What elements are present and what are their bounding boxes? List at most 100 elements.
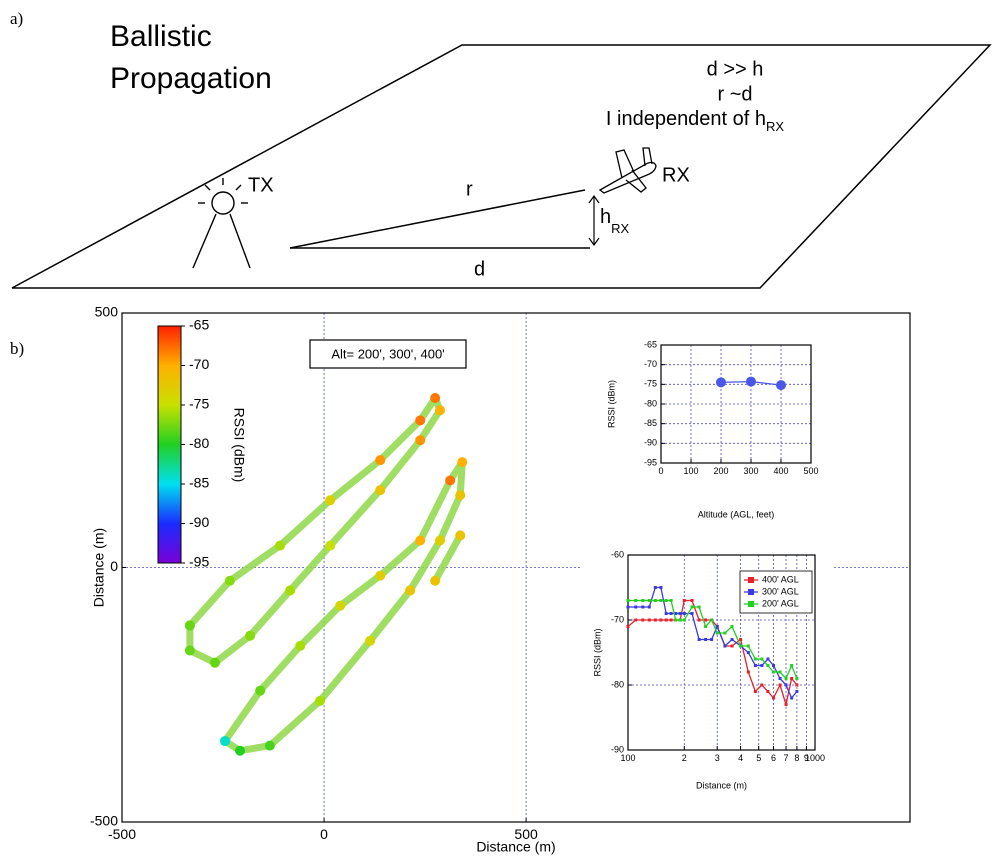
point (664, 599, 668, 602)
point (723, 644, 727, 648)
track-point (275, 540, 286, 551)
track-point (375, 485, 386, 496)
x-tick-label: 0 (658, 466, 663, 476)
point (704, 638, 708, 641)
x-tick-label: 500 (514, 826, 538, 842)
transmitter-icon (192, 178, 251, 269)
x-tick-label: 9 (804, 753, 809, 763)
colorbar-tick-label: -85 (189, 475, 209, 491)
y-axis-label: RSSI (dBm) (592, 628, 602, 676)
plot-frame (627, 554, 816, 751)
legend-label: 200' AGL (762, 598, 799, 608)
point (730, 625, 734, 628)
point (772, 664, 776, 667)
series-line (628, 599, 798, 680)
x-tick-label: 400 (773, 466, 788, 476)
point (653, 618, 657, 622)
y-tick-label: -65 (644, 339, 657, 349)
d-label: d (474, 258, 485, 280)
y-tick-label: -70 (611, 614, 624, 624)
colorbar-tick-label: -75 (189, 396, 209, 412)
point (778, 683, 782, 687)
track-point (255, 685, 266, 696)
point (753, 664, 757, 667)
track-point (264, 740, 275, 751)
point (647, 599, 651, 602)
point (772, 670, 776, 674)
diagram-title: Propagation (110, 62, 272, 95)
x-tick-label: 4 (738, 753, 743, 763)
point (739, 644, 743, 648)
subscript: RX (611, 221, 629, 236)
x-tick-label: 100 (620, 753, 635, 763)
track-point (455, 490, 466, 501)
point (784, 703, 788, 706)
point (790, 677, 794, 680)
track-point (415, 415, 426, 426)
point (723, 631, 727, 635)
x-axis-label: Altitude (AGL, feet) (698, 509, 775, 519)
point (753, 657, 757, 661)
track-point (224, 575, 235, 586)
track-point (375, 570, 386, 581)
x-axis-label: Distance (m) (476, 839, 555, 855)
point (626, 599, 630, 602)
point (653, 586, 657, 589)
point (710, 638, 714, 641)
panel-label: a) (10, 9, 23, 28)
colorbar-tick-label: -90 (189, 514, 209, 530)
point (678, 612, 682, 615)
y-tick-label: -85 (644, 418, 657, 428)
x-tick-label: 7 (784, 753, 789, 763)
point (760, 683, 764, 687)
point (710, 618, 714, 622)
point (659, 618, 663, 622)
point (746, 670, 750, 674)
condition: I independent of hRX (606, 108, 785, 134)
point (776, 380, 786, 391)
x-axis-label: Distance (m) (696, 780, 747, 790)
point (697, 638, 701, 641)
point (772, 696, 776, 700)
point (795, 683, 799, 687)
y-tick-label: -80 (611, 679, 624, 689)
point (704, 618, 708, 622)
y-tick-label: -80 (644, 398, 657, 408)
colorbar-tick-label: -80 (189, 435, 209, 451)
x-tick-label: 2 (682, 753, 687, 763)
track-point (430, 575, 441, 586)
point (784, 683, 788, 687)
subscript: RX (766, 119, 784, 134)
legend-marker (748, 601, 754, 607)
point (795, 677, 799, 680)
point (746, 376, 756, 387)
r-label: r (466, 178, 473, 200)
x-tick-label: 0 (320, 826, 328, 842)
track-point (375, 455, 386, 466)
point (716, 377, 726, 388)
point (678, 618, 682, 622)
y-tick-label: -90 (644, 438, 657, 448)
point (778, 677, 782, 680)
point (682, 618, 686, 622)
track-point (405, 585, 416, 596)
r-line (289, 189, 586, 249)
track-point (365, 635, 376, 646)
y-tick-label: -500 (90, 813, 118, 829)
annotation: Alt= 200', 300', 400' (331, 346, 444, 361)
point (674, 612, 678, 615)
legend-label: 400' AGL (762, 574, 799, 584)
x-tick-label: 8 (794, 753, 799, 763)
track-point (335, 600, 346, 611)
point (634, 618, 638, 622)
point (784, 677, 788, 680)
y-axis-label: Distance (m) (91, 528, 107, 607)
point (795, 690, 799, 693)
point (690, 605, 694, 609)
point (760, 664, 764, 667)
panel-label: b) (10, 339, 24, 358)
x-tick-label: 100 (683, 466, 698, 476)
x-tick-label: 5 (756, 753, 761, 763)
condition: d >> h (707, 58, 764, 80)
plot-frame (121, 312, 911, 823)
